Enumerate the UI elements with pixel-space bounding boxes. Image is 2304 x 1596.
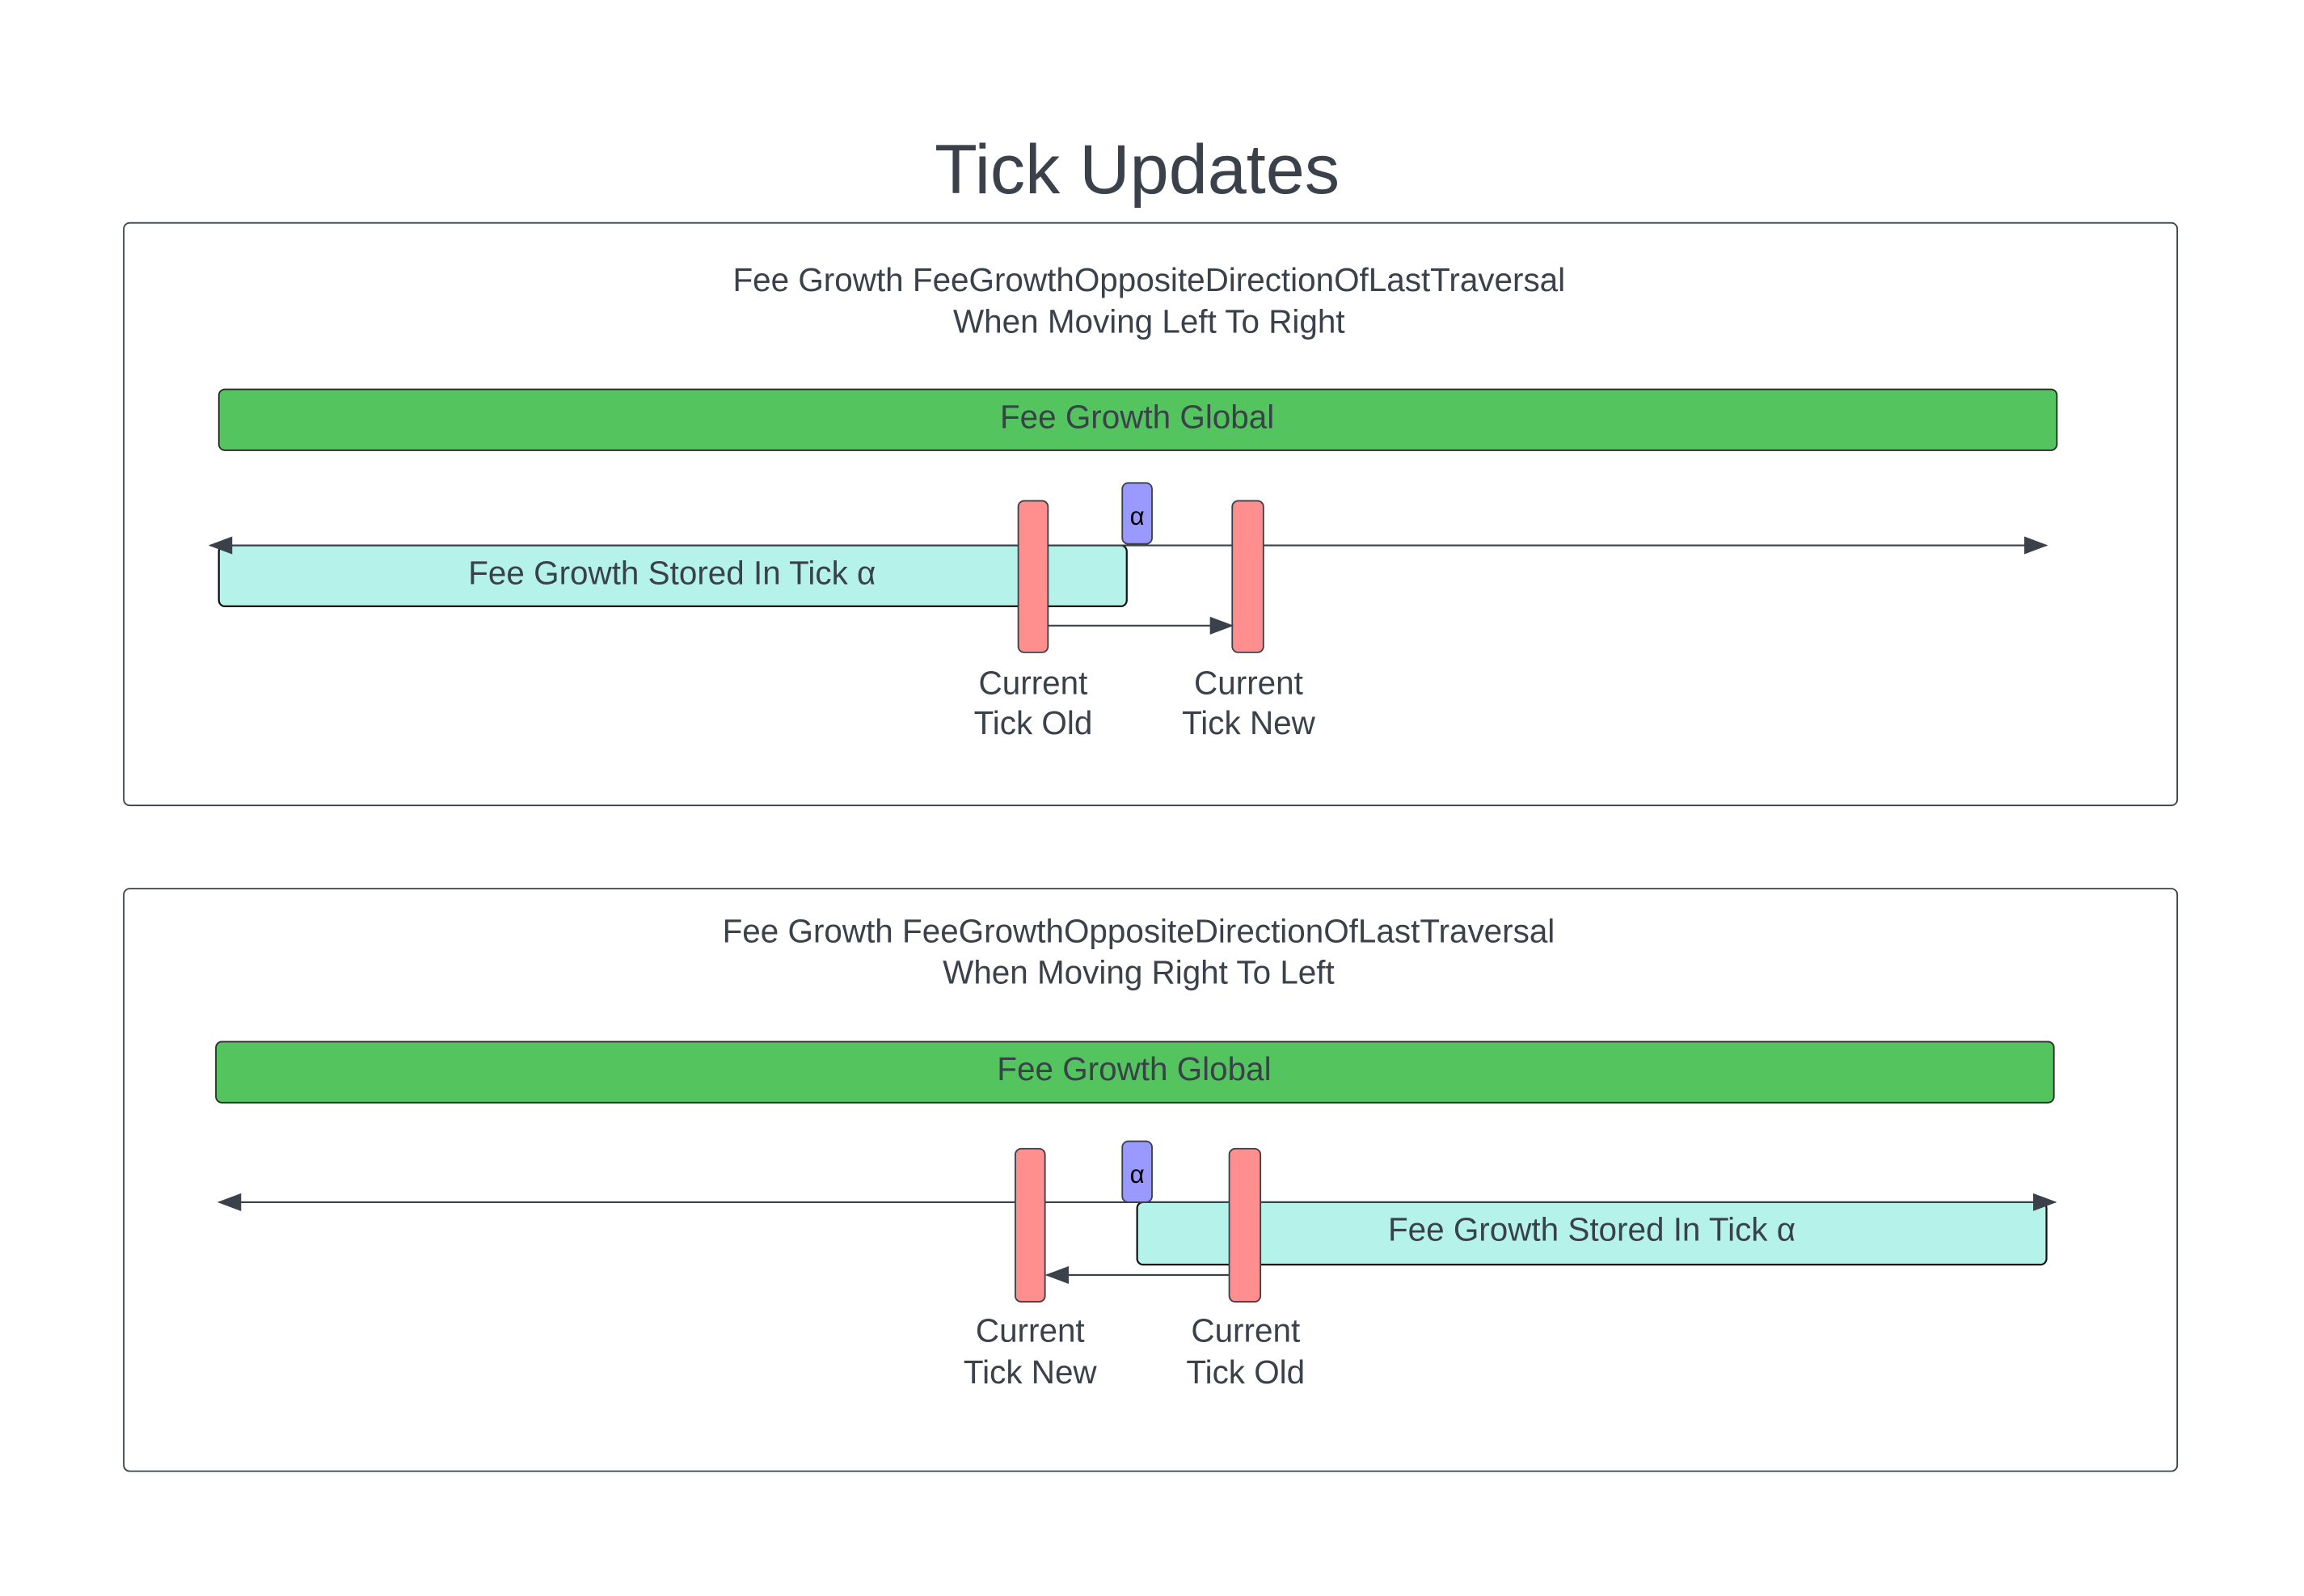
alpha-tick-label: α <box>1130 502 1145 530</box>
current-tick-new-marker <box>1014 1147 1046 1303</box>
panel-heading-line1: Fee Growth FeeGrowthOppositeDirectionOfL… <box>732 261 1565 298</box>
panel-right-to-left: Fee Growth FeeGrowthOppositeDirectionOfL… <box>123 888 2179 1472</box>
alpha-tick-marker <box>1121 1140 1153 1203</box>
current-tick-old-marker <box>1017 500 1049 653</box>
fee-growth-global-bar <box>217 388 2058 451</box>
panel-heading-line2: When Moving Left To Right <box>953 303 1345 340</box>
tick-b-label-line1: Current <box>1191 1312 1300 1349</box>
tick-a-label-line1: Current <box>976 1312 1085 1349</box>
tick-b-label-line2: Tick New <box>1182 704 1315 741</box>
diagram-title: Tick Updates <box>935 131 1340 209</box>
current-tick-new-marker <box>1231 500 1264 653</box>
panel-heading-line2: When Moving Right To Left <box>943 954 1335 991</box>
tick-b-label-line1: Current <box>1194 664 1303 701</box>
panel-left-to-right: Fee Growth FeeGrowthOppositeDirectionOfL… <box>123 222 2179 807</box>
fee-growth-global-bar <box>215 1041 2055 1104</box>
tick-a-label-line2: Tick New <box>964 1353 1097 1391</box>
tick-a-label-line2: Tick Old <box>974 704 1093 741</box>
panel-heading-line1: Fee Growth FeeGrowthOppositeDirectionOfL… <box>723 912 1555 949</box>
fee-growth-global-label: Fee Growth Global <box>1000 398 1274 435</box>
current-tick-old-marker <box>1228 1147 1262 1303</box>
fee-growth-stored-label: Fee Growth Stored In Tick α <box>468 554 876 591</box>
tick-b-label-line2: Tick Old <box>1186 1353 1305 1391</box>
tick-a-label-line1: Current <box>979 664 1088 701</box>
fee-growth-stored-label: Fee Growth Stored In Tick α <box>1388 1211 1796 1248</box>
alpha-tick-label: α <box>1130 1160 1145 1189</box>
alpha-tick-marker <box>1121 482 1153 545</box>
fee-growth-global-label: Fee Growth Global <box>997 1050 1271 1087</box>
